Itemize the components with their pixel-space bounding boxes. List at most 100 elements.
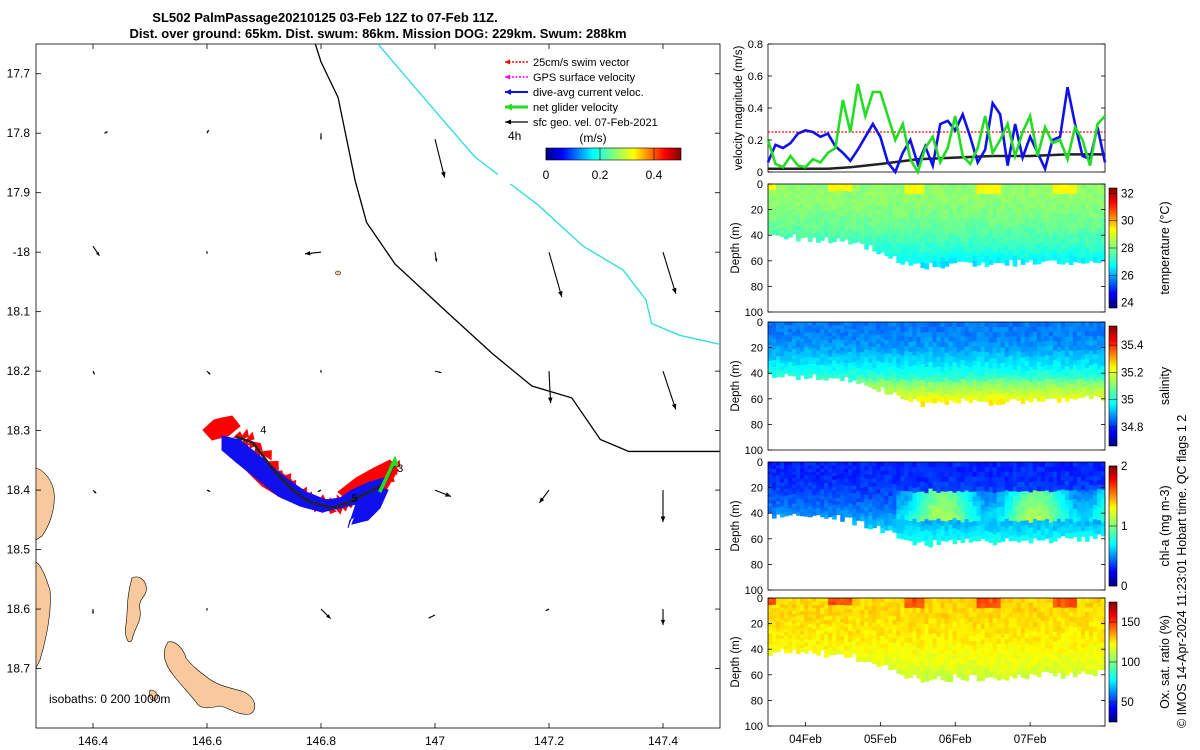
section-cell	[856, 476, 861, 481]
section-cell	[900, 631, 906, 638]
section-cell	[940, 346, 946, 353]
section-cell	[972, 235, 978, 242]
section-cell	[792, 193, 797, 198]
section-cell	[768, 474, 773, 479]
section-cell	[820, 614, 825, 619]
section-cell	[876, 343, 881, 349]
section-cell	[772, 353, 777, 358]
section-cell	[888, 202, 893, 208]
section-cell	[864, 478, 869, 484]
section-cell	[932, 505, 938, 512]
section-cell	[1024, 361, 1030, 367]
section-cell	[924, 477, 930, 484]
section-cell	[820, 643, 825, 648]
section-cell	[800, 614, 805, 619]
section-cell	[1092, 331, 1098, 337]
section-cell	[904, 208, 910, 214]
section-cell	[1092, 519, 1098, 525]
section-cell	[1000, 486, 1006, 493]
section-cell	[840, 226, 845, 231]
section-cell	[980, 351, 986, 358]
section-cell	[1024, 471, 1030, 478]
section-cell	[832, 322, 837, 327]
section-cell	[884, 512, 889, 518]
section-cell	[924, 598, 930, 604]
section-cell	[876, 382, 881, 388]
section-cell	[1024, 232, 1030, 239]
section-cell	[808, 374, 813, 379]
section-cell	[992, 503, 998, 510]
section-cell	[996, 208, 1002, 214]
section-ytick-label: 40	[751, 368, 763, 380]
section-cell	[892, 615, 897, 621]
section-cell	[1036, 243, 1042, 250]
section-cell	[868, 225, 873, 230]
section-cell	[1060, 480, 1066, 486]
section-cell	[864, 498, 869, 504]
section-cell	[1020, 209, 1026, 215]
section-cell	[836, 475, 841, 479]
section-cell	[836, 504, 841, 509]
section-cell	[856, 598, 861, 603]
section-cell	[980, 504, 986, 511]
section-cell	[940, 501, 946, 507]
section-cell	[1056, 495, 1062, 501]
section-cell	[936, 204, 942, 211]
section-cell	[1024, 336, 1030, 343]
section-cell	[920, 401, 926, 408]
section-cell	[892, 637, 897, 644]
section-cell	[880, 226, 885, 232]
section-cell	[824, 490, 829, 495]
section-cell	[1032, 393, 1038, 399]
section-cell	[808, 640, 813, 645]
section-cell	[1088, 365, 1094, 371]
section-cell	[1096, 218, 1102, 224]
section-cell	[1008, 466, 1014, 473]
section-cell	[1096, 188, 1102, 195]
section-cell	[920, 189, 926, 196]
section-cell	[840, 598, 845, 603]
section-cell	[912, 472, 918, 479]
section-cell	[1088, 480, 1094, 486]
section-cell	[792, 481, 797, 486]
section-cell	[828, 612, 833, 617]
section-cell	[820, 336, 825, 341]
section-cell	[928, 332, 934, 338]
section-cell	[812, 598, 817, 603]
section-cell	[804, 635, 809, 640]
section-cell	[1092, 528, 1098, 535]
section-cell	[996, 228, 1002, 234]
section-cell	[912, 508, 918, 515]
section-cell	[816, 644, 821, 649]
section-cell	[984, 356, 990, 363]
section-cell	[868, 478, 873, 484]
section-cell	[988, 224, 994, 230]
section-cell	[904, 529, 910, 536]
section-cell	[904, 603, 910, 609]
section-cell	[1044, 198, 1050, 204]
section-cell	[1000, 516, 1006, 522]
section-cell	[928, 198, 934, 205]
section-cell	[992, 498, 998, 504]
section-cell	[776, 209, 781, 214]
section-cell	[800, 368, 805, 373]
section-cell	[972, 326, 978, 333]
section-cell	[812, 615, 817, 620]
section-cell	[788, 371, 793, 376]
section-cell	[948, 370, 954, 377]
section-cell	[836, 643, 841, 648]
section-cell	[956, 246, 962, 253]
section-cell	[1036, 326, 1042, 333]
section-cell	[892, 378, 897, 384]
section-cell	[876, 218, 881, 224]
section-cell	[1084, 184, 1090, 190]
section-cell	[888, 322, 893, 328]
section-cell	[992, 513, 998, 520]
section-cell	[788, 335, 793, 340]
section-cell	[888, 500, 893, 506]
section-cell	[972, 204, 978, 211]
section-cell	[840, 465, 845, 470]
section-cell	[920, 671, 926, 678]
section-cell	[924, 342, 930, 348]
section-cell	[920, 660, 926, 667]
